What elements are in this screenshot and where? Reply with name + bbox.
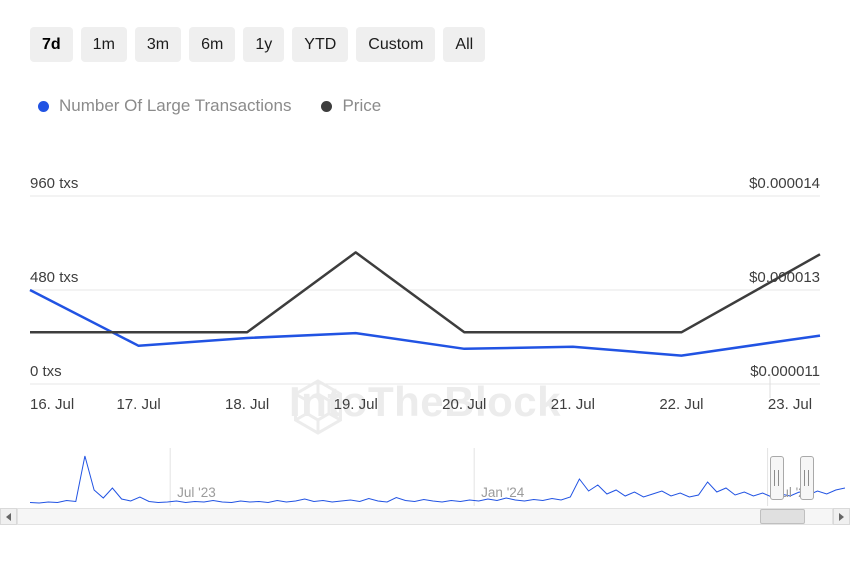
handle-grip-icon [808,470,810,486]
series-line-transactions [29,288,821,357]
series-line-price [30,251,821,334]
left-axis-tick: 0 txs [30,363,62,380]
legend-label: Number Of Large Transactions [59,96,292,115]
right-axis-tick: $0.000014 [749,175,820,192]
right-axis-tick: $0.000011 [750,363,820,380]
scrollbar-track[interactable] [17,508,833,525]
x-axis-label: 17. Jul [116,396,161,413]
series-marker-icon [321,100,333,112]
range-button-7d[interactable]: 7d [30,27,73,62]
x-axis-label: 18. Jul [225,396,270,413]
x-axis-label: 21. Jul [550,396,595,413]
handle-grip-icon [774,470,776,486]
main-chart[interactable]: IntoTheBlock 960 txs 480 txs 0 txs $0.00001… [0,150,850,435]
left-arrow-icon [6,512,11,521]
handle-grip-icon [804,470,806,486]
scrollbar-right-arrow-button[interactable] [833,508,850,525]
range-button-all[interactable]: All [443,27,486,62]
navigator-timeline-label: Jul '23 [177,485,216,500]
navigator-timeline-label: Jan '24 [481,485,525,500]
left-axis-tick: 960 txs [30,175,79,192]
range-button-6m[interactable]: 6m [189,27,236,62]
right-axis-tick: $0.000013 [749,269,820,286]
navigator-left-handle[interactable] [769,456,784,500]
navigator[interactable]: Jul '23 Jan '24 Jul '24 [30,448,845,508]
x-axis-label: 22. Jul [659,396,704,413]
range-button-1m[interactable]: 1m [80,27,127,62]
navigator-sparkline [30,448,845,506]
x-axis-label: 19. Jul [333,396,378,413]
range-button-custom[interactable]: Custom [356,27,436,62]
legend-item-transactions[interactable]: Number Of Large Transactions [38,96,291,116]
series-marker-icon [38,100,49,112]
chart-plot-area[interactable] [0,150,850,430]
navigator-right-handle[interactable] [799,456,814,500]
scrollbar-thumb[interactable] [760,509,805,524]
x-axis-label: 23. Jul [767,396,813,413]
range-button-ytd[interactable]: YTD [292,27,349,62]
scrollbar-left-arrow-button[interactable] [0,508,17,525]
navigator-spark-line [30,455,845,504]
time-range-selector: 7d 1m 3m 6m 1y YTD Custom All [30,27,486,62]
legend-label: Price [342,96,382,115]
scrollbar[interactable] [0,508,850,525]
right-arrow-icon [839,512,844,521]
legend-item-price[interactable]: Price [321,96,381,116]
range-button-1y[interactable]: 1y [243,27,285,62]
legend: Number Of Large Transactions Price [38,96,381,116]
range-button-3m[interactable]: 3m [134,27,182,62]
x-axis-label: 16. Jul [30,396,75,413]
handle-grip-icon [778,470,780,486]
x-axis-label: 20. Jul [442,396,487,413]
left-axis-tick: 480 txs [30,269,79,286]
